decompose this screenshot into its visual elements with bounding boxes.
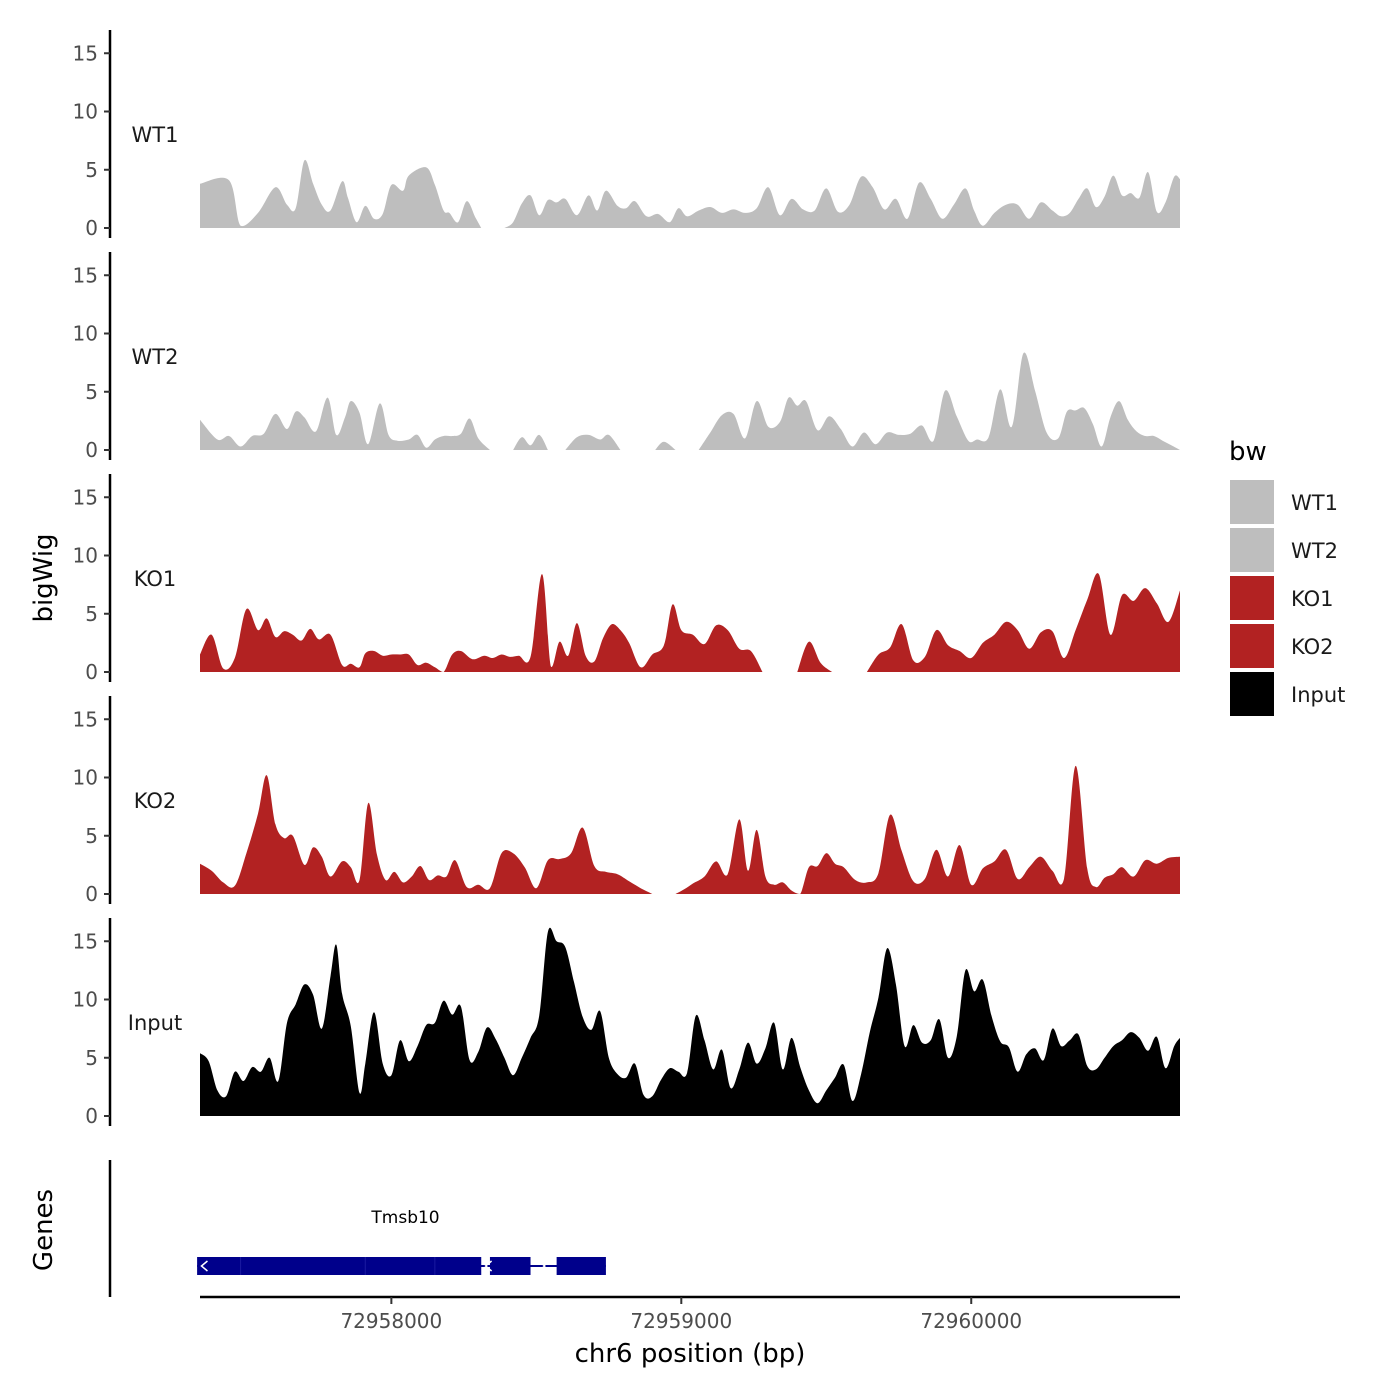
y-tick-label: 15 — [73, 41, 98, 65]
track-wt1: 0 5 10 15 WT1 — [73, 30, 1180, 240]
track-wt2: 0 5 10 15 WT2 — [73, 252, 1180, 462]
legend-entry-wt1: WT1 — [1230, 480, 1338, 524]
legend-entry-label: Input — [1291, 683, 1345, 707]
coverage-area-wt2 — [565, 434, 621, 450]
gene-exon — [197, 1257, 482, 1275]
x-tick-label: 72960000 — [920, 1309, 1022, 1333]
x-axis: 72958000 72959000 72960000 — [200, 1295, 1180, 1333]
y-tick-label: 15 — [73, 929, 98, 953]
legend-entry-label: WT1 — [1291, 491, 1338, 515]
coverage-area-wt2 — [698, 352, 1180, 450]
genes-panel: Tmsb10 — [108, 1160, 606, 1297]
y-tick-label: 0 — [85, 438, 98, 462]
y-tick-label: 5 — [85, 824, 98, 848]
y-tick-label: 15 — [73, 263, 98, 287]
track-label: Input — [128, 1011, 182, 1035]
y-tick-label: 10 — [73, 766, 98, 790]
y-tick-label: 0 — [85, 216, 98, 240]
y-axis-title: bigWig — [29, 533, 59, 622]
coverage-area-wt2 — [200, 397, 490, 450]
legend-key-swatch — [1230, 528, 1274, 572]
y-tick-label: 5 — [85, 602, 98, 626]
y-tick-label: 5 — [85, 158, 98, 182]
y-tick-label: 15 — [73, 707, 98, 731]
y-tick-label: 10 — [73, 988, 98, 1012]
legend-entry-label: KO1 — [1291, 587, 1334, 611]
gene-exon — [489, 1257, 531, 1275]
track-label: KO1 — [134, 567, 177, 591]
coverage-area-input — [200, 927, 1180, 1116]
strand-arrow-icon — [200, 1260, 208, 1272]
strand-arrow-icon — [542, 1260, 551, 1272]
coverage-area-ko1 — [797, 641, 833, 672]
legend-entry-ko2: KO2 — [1230, 624, 1334, 668]
y-tick-label: 5 — [85, 380, 98, 404]
legend-key-swatch — [1230, 576, 1274, 620]
legend-entry-ko1: KO1 — [1230, 576, 1334, 620]
track-ko2: 0 5 10 15 KO2 — [73, 696, 1180, 906]
legend-entry-input: Input — [1230, 672, 1345, 716]
x-axis-title: chr6 position (bp) — [575, 1339, 806, 1369]
track-ko1: 0 5 10 15 KO1 — [73, 474, 1180, 684]
x-tick-label: 72958000 — [340, 1309, 442, 1333]
coverage-area-ko2 — [675, 765, 1180, 894]
y-tick-label: 5 — [85, 1046, 98, 1070]
track-label: KO2 — [134, 789, 177, 813]
gene-name-label: Tmsb10 — [370, 1208, 439, 1228]
track-input: 0 5 10 15 Input — [73, 918, 1180, 1128]
gene-exon — [556, 1257, 606, 1275]
legend-entry-label: WT2 — [1291, 539, 1338, 563]
legend-key-swatch — [1230, 624, 1274, 668]
legend-title: bw — [1229, 437, 1267, 467]
coverage-area-wt1 — [504, 171, 1180, 228]
coverage-area-ko1 — [866, 573, 1180, 672]
coverage-area-ko1 — [200, 574, 763, 672]
track-label: WT2 — [132, 345, 179, 369]
y-tick-label: 15 — [73, 485, 98, 509]
y-tick-label: 10 — [73, 322, 98, 346]
coverage-area-wt2 — [513, 434, 548, 450]
coverage-area-wt2 — [655, 441, 676, 450]
bigwig-tracks: 0 5 10 15 WT1 0 5 10 15 WT2 0 5 10 15 KO1 0 5 10 15 KO2 0 5 10… — [73, 30, 1180, 1128]
legend-entry-label: KO2 — [1291, 635, 1334, 659]
y-tick-label: 0 — [85, 882, 98, 906]
legend-key-swatch — [1230, 480, 1274, 524]
y-tick-label: 0 — [85, 660, 98, 684]
legend-entry-wt2: WT2 — [1230, 528, 1338, 572]
genes-axis-title: Genes — [29, 1189, 59, 1271]
strand-arrow-icon — [484, 1260, 493, 1272]
gene-tmsb10: Tmsb10 — [197, 1208, 606, 1275]
legend: bw WT1 WT2 KO1 KO2 Input — [1229, 437, 1345, 716]
legend-key-swatch — [1230, 672, 1274, 716]
y-tick-label: 10 — [73, 100, 98, 124]
y-tick-label: 0 — [85, 1104, 98, 1128]
track-label: WT1 — [132, 123, 179, 147]
y-tick-label: 10 — [73, 544, 98, 568]
x-tick-label: 72959000 — [630, 1309, 732, 1333]
coverage-area-ko2 — [200, 775, 653, 894]
coverage-area-wt1 — [200, 159, 482, 228]
